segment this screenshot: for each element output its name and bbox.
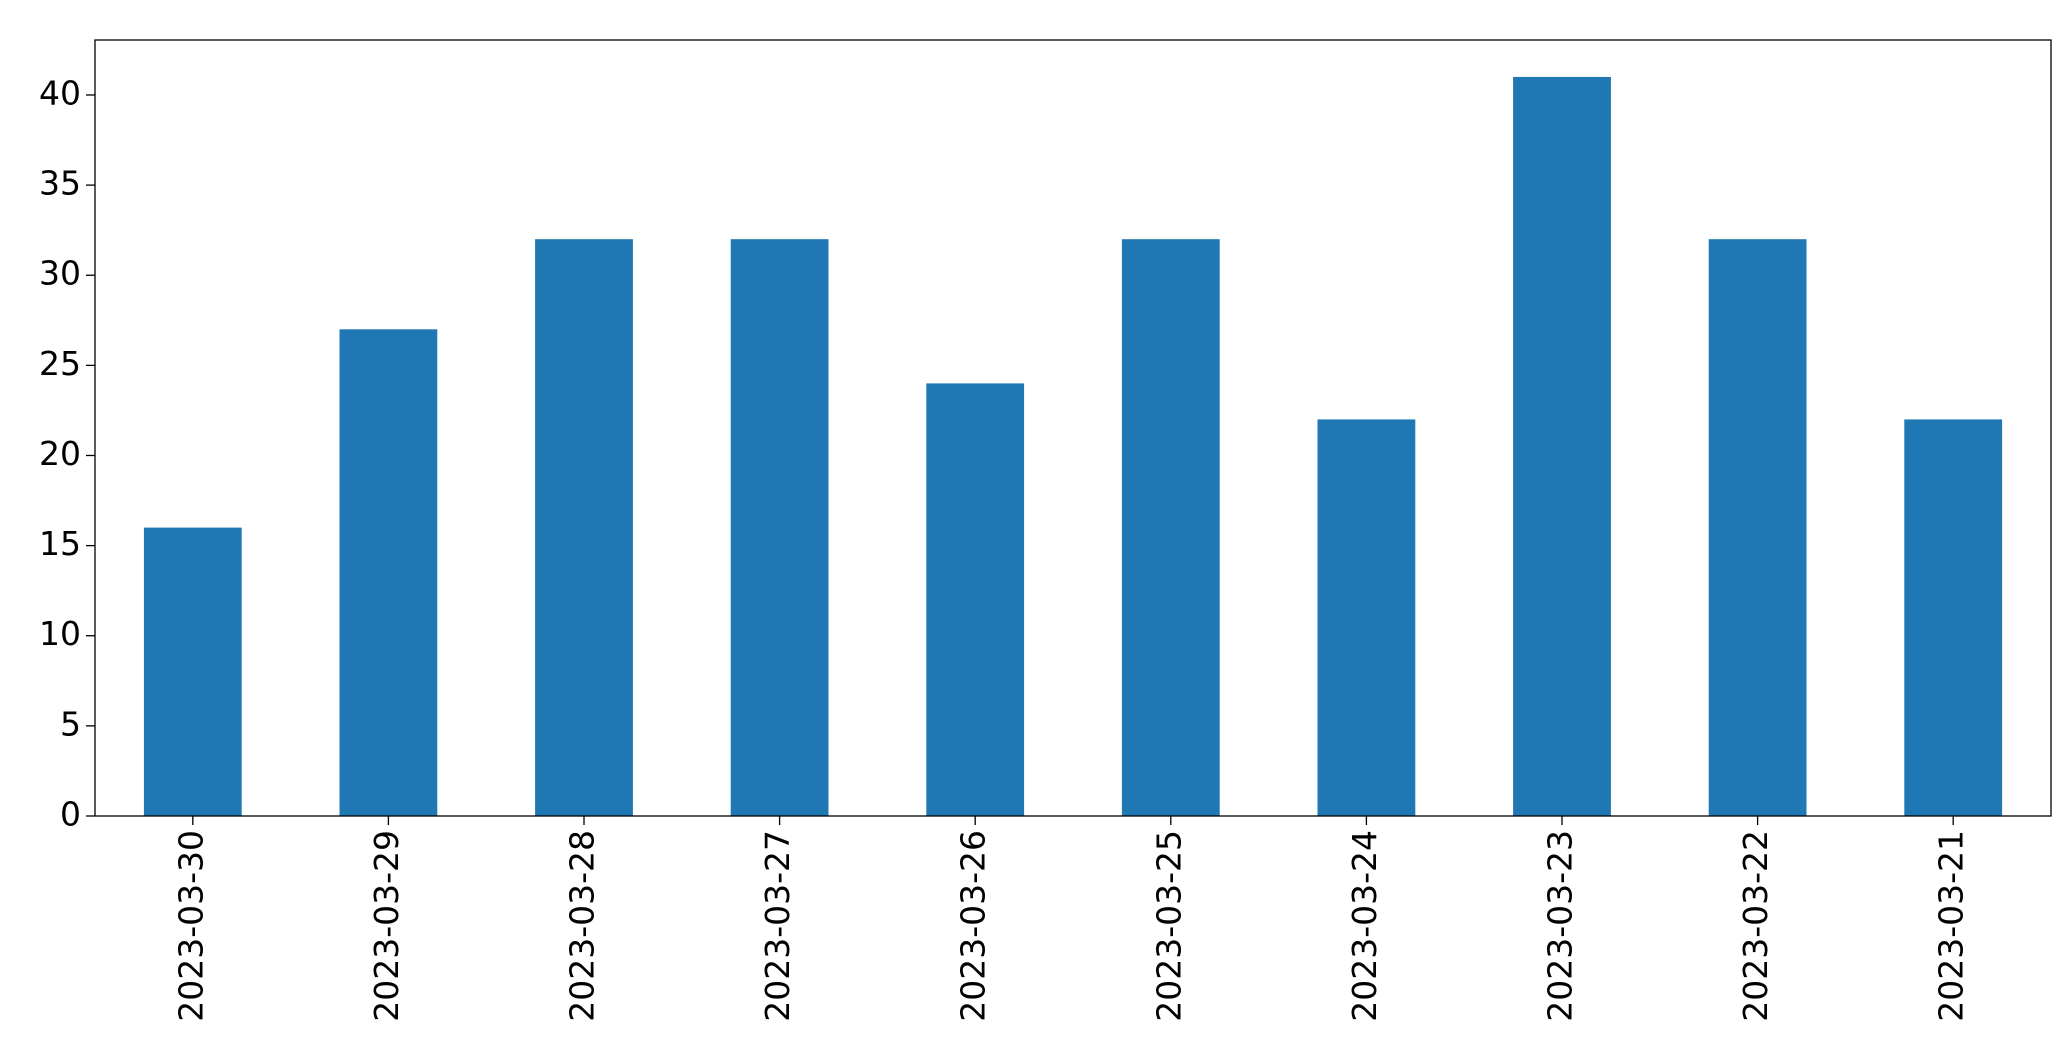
x-tick-label: 2023-03-21: [1932, 830, 1971, 1022]
x-tick-label: 2023-03-28: [563, 830, 602, 1022]
x-tick-label: 2023-03-22: [1736, 830, 1775, 1022]
bar: [339, 329, 438, 816]
y-tick-label: 25: [39, 344, 81, 383]
bar: [143, 527, 242, 816]
bar: [1317, 419, 1416, 816]
y-tick-label: 15: [39, 524, 81, 563]
x-tick-label: 2023-03-30: [171, 830, 210, 1022]
y-tick-label: 40: [39, 73, 81, 112]
x-tick-label: 2023-03-24: [1345, 830, 1384, 1022]
bar: [1904, 419, 2003, 816]
x-tick-label: 2023-03-26: [954, 830, 993, 1022]
x-tick-label: 2023-03-29: [367, 830, 406, 1022]
y-tick-label: 20: [39, 434, 81, 473]
bar: [926, 383, 1025, 816]
y-tick-label: 30: [39, 254, 81, 293]
bar: [1513, 76, 1611, 816]
x-tick-label: 2023-03-23: [1541, 830, 1580, 1022]
y-tick-label: 35: [39, 164, 81, 203]
x-tick-label: 2023-03-25: [1149, 830, 1188, 1022]
y-tick-label: 10: [39, 614, 81, 653]
bar: [535, 239, 633, 816]
plot-frame: [94, 39, 2052, 817]
y-tick-label: 0: [60, 795, 81, 834]
bar: [730, 239, 829, 816]
x-tick-label: 2023-03-27: [758, 830, 797, 1022]
bar: [1121, 239, 1220, 816]
y-tick-label: 5: [60, 704, 81, 743]
bar: [1708, 239, 1807, 816]
